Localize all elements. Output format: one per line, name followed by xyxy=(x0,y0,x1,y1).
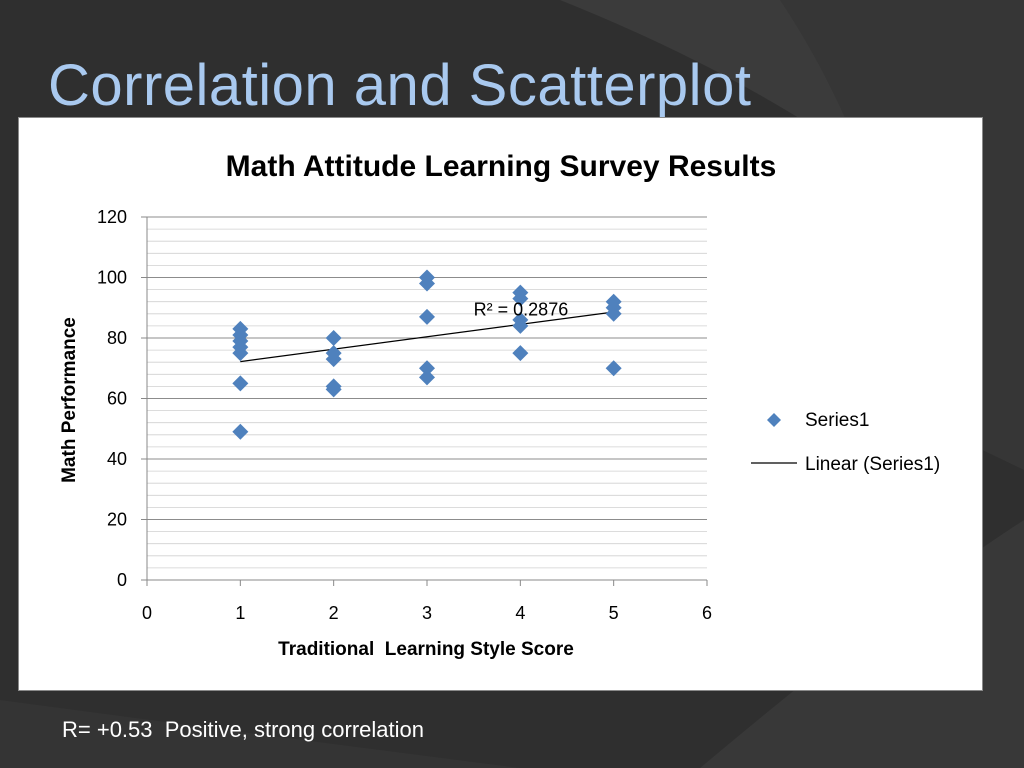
data-point xyxy=(512,345,529,362)
gridlines xyxy=(147,216,707,581)
legend-series-marker xyxy=(767,413,781,427)
x-tick-label: 5 xyxy=(609,603,619,623)
data-points xyxy=(232,269,622,440)
data-point xyxy=(605,305,622,322)
y-tick-label: 80 xyxy=(107,328,127,348)
r-squared-label: R² = 0.2876 xyxy=(474,299,569,319)
data-point xyxy=(605,360,622,377)
data-point xyxy=(512,317,529,334)
data-point xyxy=(419,308,435,325)
data-point xyxy=(512,290,529,307)
x-tick-label: 0 xyxy=(142,603,152,623)
data-point xyxy=(419,369,435,386)
x-tick-labels: 0 1 2 3 4 5 6 xyxy=(142,603,712,623)
axes xyxy=(141,216,708,586)
data-point xyxy=(232,375,249,392)
y-tick-label: 20 xyxy=(107,510,127,530)
slide-title: Correlation and Scatterplot xyxy=(48,53,752,118)
chart-title: Math Attitude Learning Survey Results xyxy=(226,150,777,183)
x-tick-label: 2 xyxy=(329,603,339,623)
trendline-group xyxy=(240,311,614,363)
x-tick-label: 4 xyxy=(515,603,525,623)
data-point xyxy=(325,330,342,346)
y-axis-title: Math Performance xyxy=(59,317,80,483)
y-tick-label: 100 xyxy=(97,268,127,288)
y-tick-label: 120 xyxy=(97,207,127,227)
data-point xyxy=(232,345,249,362)
data-point xyxy=(419,360,435,377)
chart-panel: Math Attitude Learning Survey Results 0 2… xyxy=(18,117,983,691)
data-point xyxy=(232,423,249,440)
data-point xyxy=(419,275,435,292)
x-tick-label: 1 xyxy=(235,603,245,623)
chart-legend: Series1 Linear (Series1) xyxy=(751,410,940,475)
scatter-chart: Math Attitude Learning Survey Results 0 2… xyxy=(59,150,940,660)
y-tick-label: 0 xyxy=(117,570,127,590)
y-tick-label: 40 xyxy=(107,449,127,469)
x-tick-label: 3 xyxy=(422,603,432,623)
trendline xyxy=(240,311,614,363)
legend-series-label: Series1 xyxy=(805,410,869,431)
y-tick-label: 60 xyxy=(107,389,127,409)
data-point xyxy=(325,381,342,398)
x-axis-title: Traditional Learning Style Score xyxy=(278,639,574,660)
x-tick-label: 6 xyxy=(702,603,712,623)
y-tick-labels: 0 20 40 60 80 100 120 xyxy=(97,207,127,590)
data-point xyxy=(325,351,342,368)
slide-caption: R= +0.53 Positive, strong correlation xyxy=(62,717,424,742)
legend-trendline-label: Linear (Series1) xyxy=(805,454,940,475)
